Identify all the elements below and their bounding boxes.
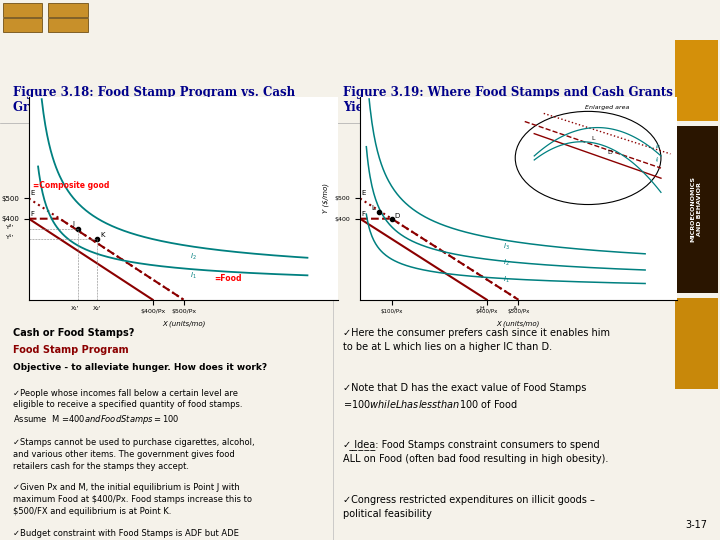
Text: Objective - to alleviate hunger. How does it work?: Objective - to alleviate hunger. How doe…: [14, 363, 268, 372]
Text: Y¹': Y¹': [6, 235, 14, 240]
X-axis label: X (units/mo): X (units/mo): [162, 320, 205, 327]
Text: Food Stamp Program: Food Stamp Program: [14, 345, 129, 355]
Text: L: L: [591, 136, 595, 141]
Text: F: F: [361, 211, 366, 217]
Text: K: K: [100, 232, 104, 238]
Text: =Composite good: =Composite good: [33, 181, 110, 190]
Text: Figure 3.19: Where Food Stamps and Cash Grants
Yield Different Outcomes: Figure 3.19: Where Food Stamps and Cash …: [343, 85, 672, 113]
Text: ✓Stamps cannot be used to purchase cigarettes, alcohol,
and various other items.: ✓Stamps cannot be used to purchase cigar…: [14, 438, 255, 471]
FancyBboxPatch shape: [48, 3, 88, 17]
Text: Enlarged area: Enlarged area: [585, 105, 629, 110]
X-axis label: X (units/mo): X (units/mo): [497, 320, 540, 327]
Text: ✓Given Px and M, the initial equilibrium is Point J with
maximum Food at $400/Px: ✓Given Px and M, the initial equilibrium…: [14, 483, 253, 516]
Text: D: D: [607, 150, 612, 155]
Text: D: D: [395, 213, 400, 219]
Text: Y²': Y²': [6, 225, 14, 230]
Text: L: L: [371, 205, 375, 211]
Text: MICROECONOMICS
AND BEHAVIOR: MICROECONOMICS AND BEHAVIOR: [691, 176, 701, 242]
Text: Figure 3.18: Food Stamp Program vs. Cash
Grant Program: Figure 3.18: Food Stamp Program vs. Cash…: [14, 85, 296, 113]
Text: ✓Note that D has the exact value of Food Stamps
=$100 while L has less than $100: ✓Note that D has the exact value of Food…: [343, 383, 586, 410]
Text: F: F: [30, 211, 35, 217]
FancyBboxPatch shape: [48, 17, 88, 32]
Y-axis label: Y ($/mo): Y ($/mo): [323, 184, 329, 213]
Text: $I_1$: $I_1$: [190, 271, 197, 281]
Text: X₂': X₂': [93, 306, 102, 311]
FancyBboxPatch shape: [675, 40, 718, 121]
Text: Cash or Food Stamps?: Cash or Food Stamps?: [14, 328, 135, 338]
Text: $I_1$: $I_1$: [503, 274, 509, 285]
Text: ✓Budget constraint with Food Stamps is ADF but ADE
with cash equivalent. If he n: ✓Budget constraint with Food Stamps is A…: [14, 529, 239, 540]
Text: $I_J$: $I_J$: [654, 156, 660, 166]
Text: $I_3$: $I_3$: [503, 242, 509, 252]
Text: X₁': X₁': [71, 306, 79, 311]
Text: E: E: [361, 191, 366, 197]
Text: E: E: [30, 191, 35, 197]
Text: H: H: [480, 306, 485, 311]
Text: $I_K$: $I_K$: [654, 142, 662, 151]
Text: ✓Here the consumer prefers cash since it enables him
to be at L which lies on a : ✓Here the consumer prefers cash since it…: [343, 328, 610, 352]
FancyBboxPatch shape: [675, 126, 718, 293]
FancyBboxPatch shape: [675, 298, 718, 389]
Text: 3-17: 3-17: [685, 520, 707, 530]
Text: $I_2$: $I_2$: [190, 252, 197, 262]
Text: A: A: [513, 306, 518, 311]
Text: ✓People whose incomes fall below a certain level are
eligible to receive a speci: ✓People whose incomes fall below a certa…: [14, 388, 243, 426]
Text: =Food: =Food: [215, 274, 242, 284]
FancyBboxPatch shape: [3, 3, 42, 17]
Text: J: J: [72, 221, 74, 227]
Text: ✓Congress restricted expenditures on illicit goods –
political feasibility: ✓Congress restricted expenditures on ill…: [343, 495, 595, 518]
FancyBboxPatch shape: [3, 17, 42, 32]
Text: $I_2$: $I_2$: [503, 258, 509, 268]
Text: ✓ ̲I̲d̲e̲a̲: Food Stamps constraint consumers to spend
ALL on Food (often bad fo: ✓ ̲I̲d̲e̲a̲: Food Stamps constraint cons…: [343, 439, 608, 464]
